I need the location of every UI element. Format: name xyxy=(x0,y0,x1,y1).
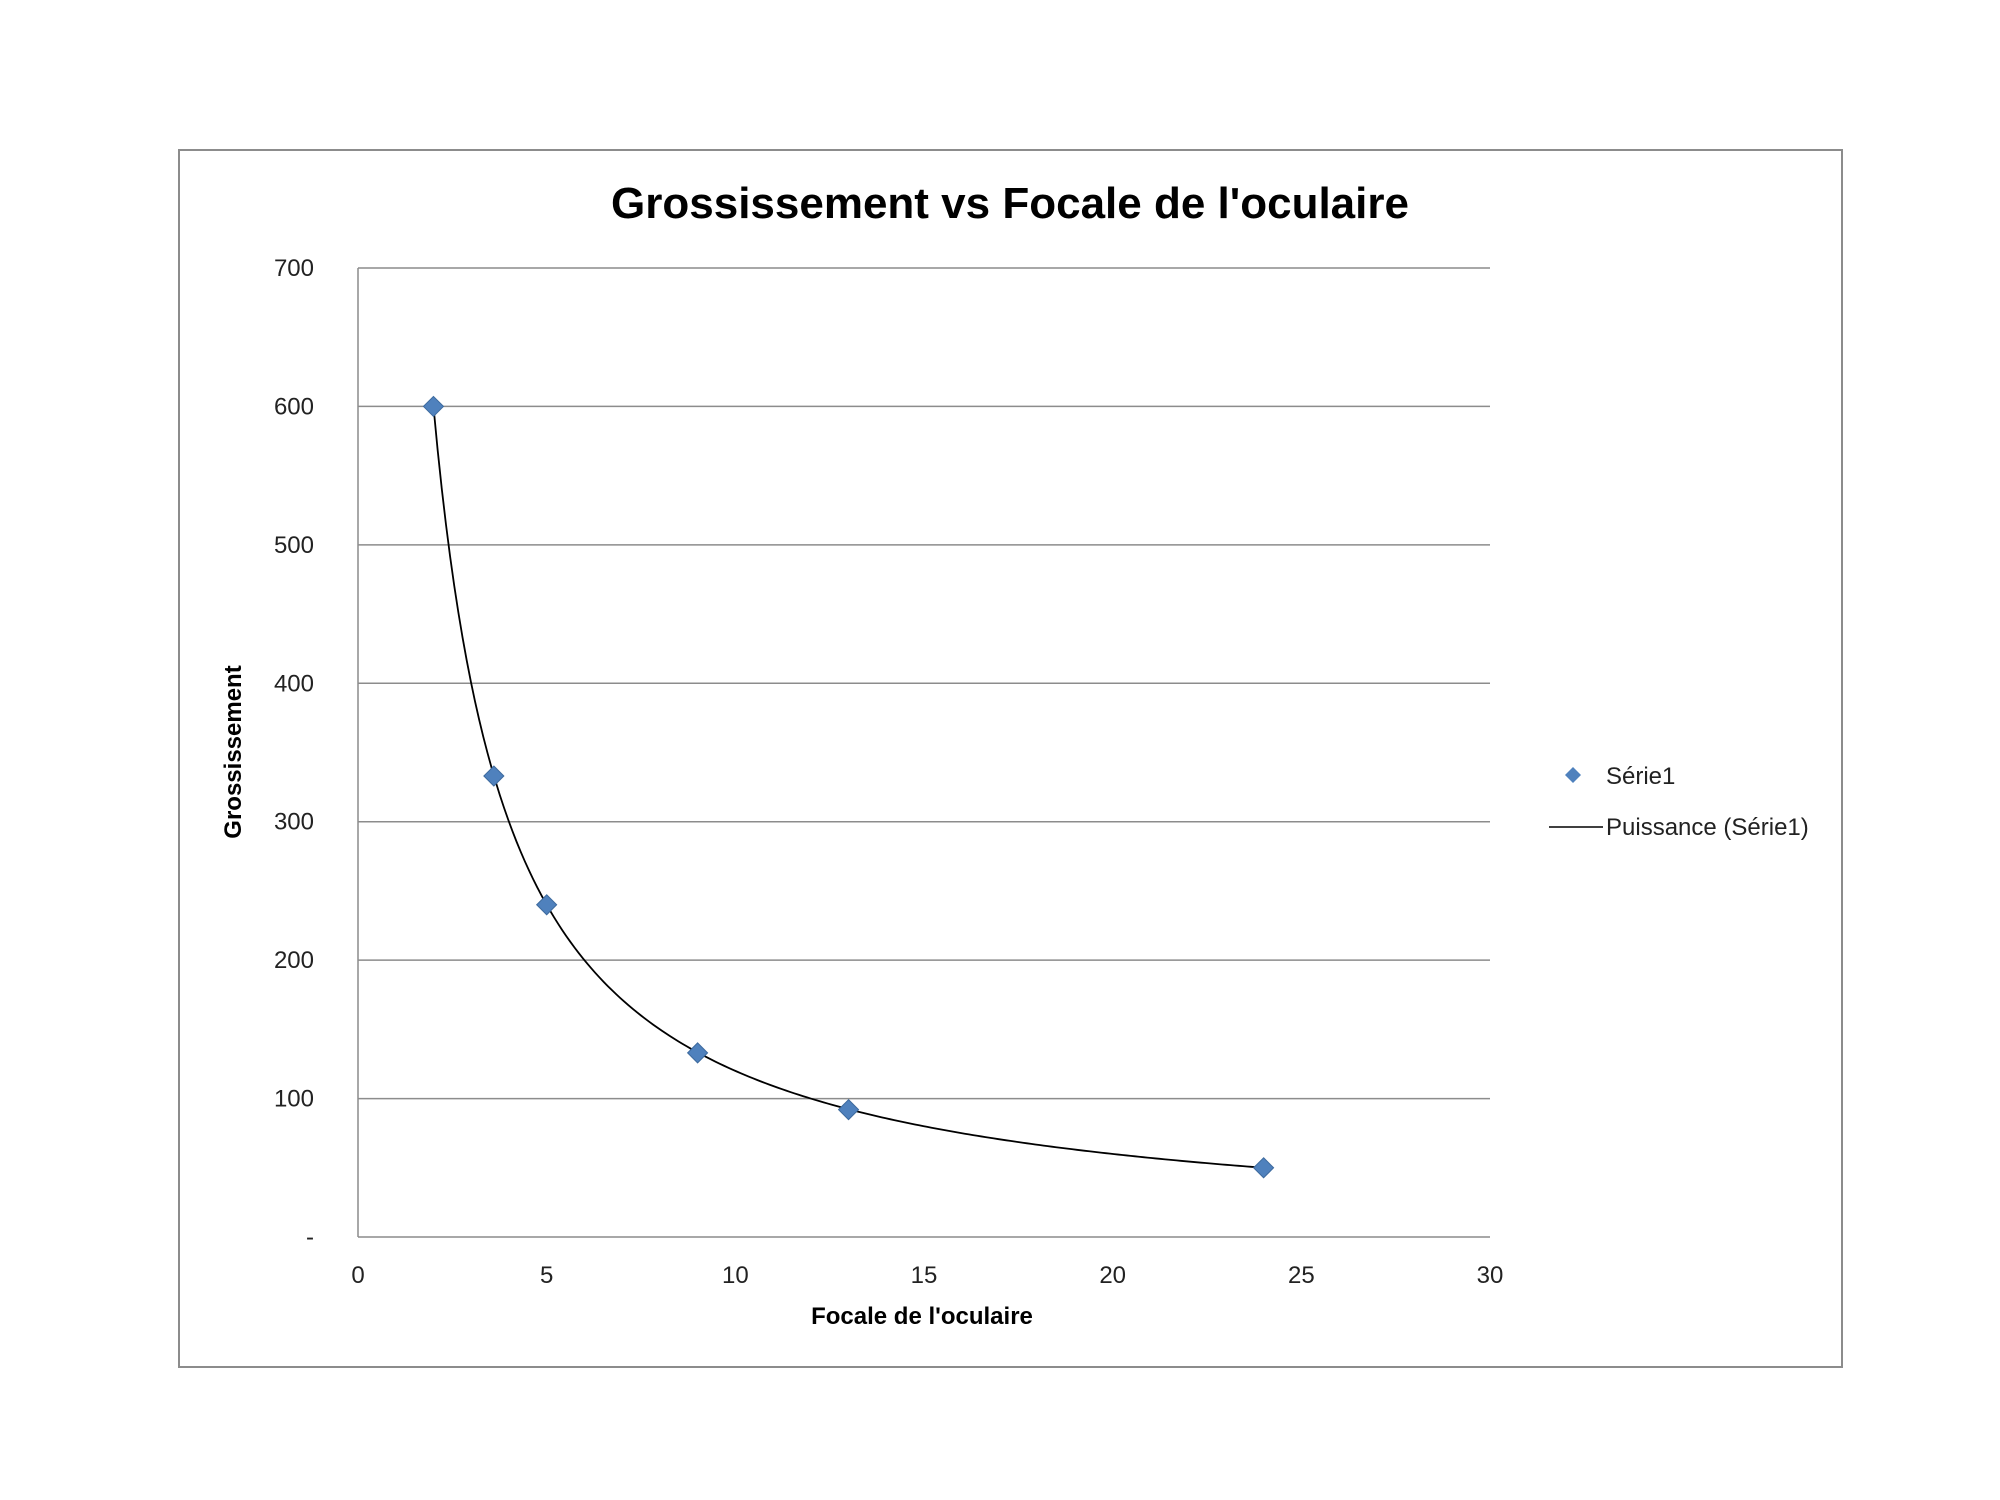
x-tick-label: 20 xyxy=(1099,1262,1126,1289)
chart-frame xyxy=(178,149,1843,1368)
x-tick-label: 10 xyxy=(722,1262,749,1289)
data-point xyxy=(483,765,505,787)
y-tick-label: 200 xyxy=(274,947,314,974)
y-tick-label: - xyxy=(306,1224,314,1251)
x-tick-label: 30 xyxy=(1477,1262,1504,1289)
x-axis-title: Focale de l'oculaire xyxy=(811,1303,1033,1330)
chart-title: Grossissement vs Focale de l'oculaire xyxy=(611,179,1409,228)
y-tick-label: 100 xyxy=(274,1086,314,1113)
y-axis-title: Grossissement xyxy=(220,665,247,838)
legend-label-trendline: Puissance (Série1) xyxy=(1606,814,1809,841)
x-tick-label: 25 xyxy=(1288,1262,1315,1289)
x-tick-label: 5 xyxy=(540,1262,553,1289)
y-tick-label: 400 xyxy=(274,670,314,697)
data-point xyxy=(535,894,558,916)
data-point xyxy=(837,1098,860,1121)
axes xyxy=(357,268,1490,1238)
y-tick-label: 300 xyxy=(274,809,314,836)
y-tick-label: 600 xyxy=(274,393,314,420)
gridlines xyxy=(358,267,1490,1100)
x-tick-label: 15 xyxy=(911,1262,938,1289)
x-tick-labels: 0 5 10 15 20 25 30 xyxy=(351,1262,1503,1289)
legend: Série1 Puissance (Série1) xyxy=(1549,763,1809,841)
y-tick-label: 500 xyxy=(274,532,314,559)
x-tick-label: 0 xyxy=(351,1262,364,1289)
data-point xyxy=(422,395,445,418)
y-tick-label: 700 xyxy=(274,255,314,282)
data-point xyxy=(1252,1157,1275,1179)
legend-label-series: Série1 xyxy=(1606,763,1675,790)
data-points xyxy=(422,395,1275,1179)
data-point xyxy=(686,1042,709,1064)
legend-marker-diamond xyxy=(1565,767,1581,783)
y-tick-labels: - 100 200 300 400 500 600 700 xyxy=(274,255,314,1251)
